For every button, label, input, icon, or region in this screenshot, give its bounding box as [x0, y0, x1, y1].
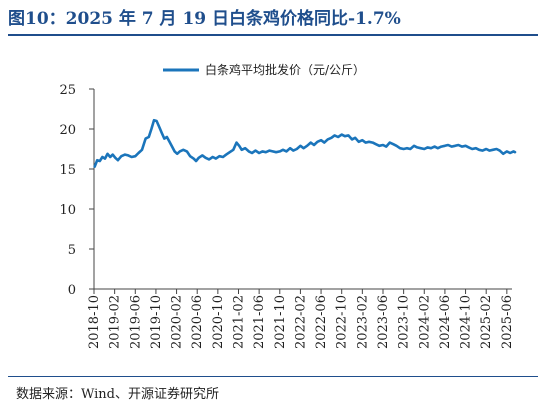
- x-tick-label: 2020-10: [211, 295, 226, 349]
- x-tick-label: 2022-02: [293, 295, 308, 349]
- x-tick-label: 2019-10: [149, 295, 164, 349]
- x-axis: 2018-10 2019-02 2019-06 2019-10 2020-02 2020-…: [87, 288, 515, 349]
- x-tick-label: 2022-06: [314, 295, 329, 349]
- y-tick-label: 10: [59, 203, 76, 218]
- chart-title: 图10：2025 年 7 月 19 日白条鸡价格同比-1.7%: [8, 9, 401, 29]
- x-tick-label: 2021-06: [252, 295, 267, 349]
- x-tick-label: 2020-06: [190, 295, 205, 349]
- x-tick-label: 2019-06: [128, 295, 143, 349]
- x-tick-label: 2022-10: [335, 295, 350, 349]
- x-tick-label: 2024-10: [459, 295, 474, 349]
- legend-label: 白条鸡平均批发价（元/公斤）: [205, 62, 365, 77]
- x-tick-label: 2021-10: [273, 295, 288, 349]
- title-rule: [8, 34, 538, 36]
- x-tick-label: 2023-02: [355, 295, 370, 349]
- x-tick-label: 2021-02: [231, 295, 246, 349]
- x-tick-label: 2023-06: [376, 295, 391, 349]
- y-tick-label: 25: [59, 83, 76, 98]
- y-tick-label: 5: [68, 243, 76, 258]
- x-tick-label: 2024-02: [417, 295, 432, 349]
- x-tick-label: 2024-06: [438, 295, 453, 349]
- y-tick-label: 0: [68, 283, 76, 298]
- x-tick-label: 2025-06: [500, 295, 515, 349]
- footer-rule: [8, 376, 538, 377]
- line-chart: 白条鸡平均批发价（元/公斤） 0 5 10 15 20 25 2018-10 2019-02…: [59, 62, 517, 349]
- x-tick-label: 2019-02: [108, 295, 123, 349]
- x-tick-label: 2020-02: [170, 295, 185, 349]
- series-line: [93, 118, 517, 168]
- x-tick-label: 2018-10: [87, 295, 102, 349]
- source-note: 数据来源：Wind、开源证券研究所: [16, 387, 219, 402]
- x-tick-label: 2023-10: [397, 295, 412, 349]
- x-tick-label: 2025-02: [479, 295, 494, 349]
- legend: 白条鸡平均批发价（元/公斤）: [163, 62, 365, 77]
- y-axis: 0 5 10 15 20 25: [59, 83, 95, 298]
- y-tick-label: 15: [59, 163, 76, 178]
- y-tick-label: 20: [59, 123, 76, 138]
